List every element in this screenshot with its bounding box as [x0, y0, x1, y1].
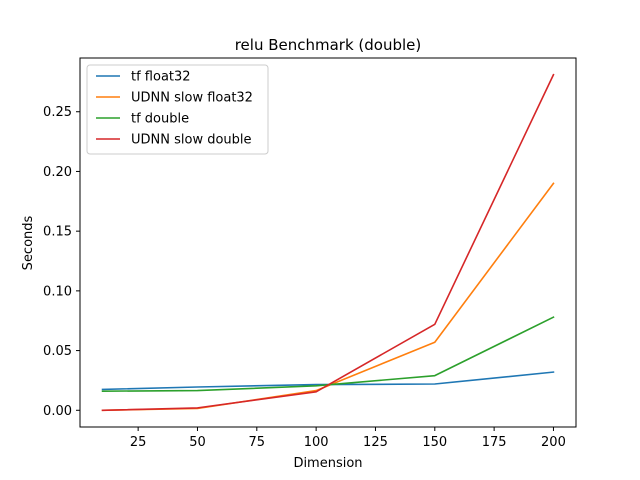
series-line-0 — [101, 371, 555, 391]
y-tick-label: 0.20 — [43, 165, 72, 180]
x-axis-title: Dimension — [293, 456, 362, 471]
x-tick-label: 200 — [541, 435, 566, 450]
legend-label-2: tf double — [131, 112, 189, 127]
x-tick-label: 75 — [249, 435, 266, 450]
series-line-3 — [101, 73, 555, 412]
y-tick-label: 0.10 — [43, 284, 72, 299]
x-tick-label: 50 — [189, 435, 206, 450]
legend-label-1: UDNN slow float32 — [131, 91, 253, 106]
x-tick-label: 100 — [304, 435, 329, 450]
legend: tf float32 UDNN slow float32 tf double UDNN… — [86, 64, 269, 155]
series-layer — [101, 73, 555, 412]
y-axis-title: Seconds — [21, 215, 36, 270]
x-tick-label: 175 — [482, 435, 507, 450]
x-tick-label: 150 — [422, 435, 447, 450]
legend-box — [86, 64, 269, 155]
y-tick-label: 0.15 — [43, 225, 72, 240]
x-tick-label: 25 — [130, 435, 147, 450]
chart-title: relu Benchmark (double) — [235, 36, 422, 54]
axes-layer: 25 50 75 100 125 150 175 200 0.00 0.05 0.10 0.15 0.2… — [43, 57, 577, 450]
series-line-2 — [101, 316, 555, 392]
y-tick-label: 0.25 — [43, 105, 72, 120]
y-tick-label: 0.05 — [43, 344, 72, 359]
legend-label-0: tf float32 — [131, 70, 191, 85]
legend-label-3: UDNN slow double — [131, 133, 252, 148]
y-tick-label: 0.00 — [43, 404, 72, 419]
plot-frame — [79, 57, 577, 428]
x-tick-label: 125 — [363, 435, 388, 450]
